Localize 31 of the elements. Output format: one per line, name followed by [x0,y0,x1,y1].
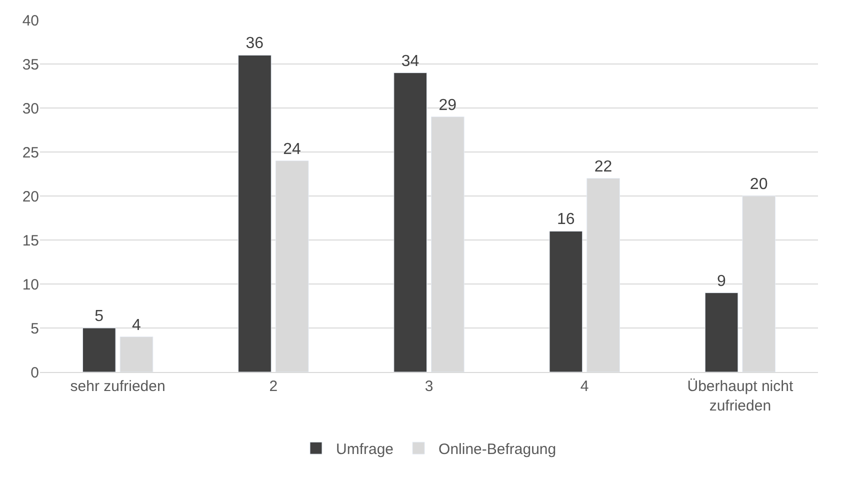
x-tick-label: sehr zufrieden [70,378,166,395]
legend-label: Umfrage [336,440,394,458]
bar [238,54,272,372]
data-label: 16 [556,211,575,228]
bar [704,292,738,372]
bar [82,328,116,372]
bar [394,72,428,372]
x-tick-label: 2 [269,378,278,395]
y-tick-label: 5 [30,320,39,338]
bar [549,230,583,372]
y-tick-label: 15 [22,232,39,250]
y-tick-label: 30 [22,100,39,118]
x-tick-label: Überhaupt nicht zufrieden [687,378,794,414]
y-tick-label: 20 [22,188,39,206]
y-tick-label: 40 [22,12,39,30]
x-tick-label: 4 [580,378,589,395]
data-label: 29 [438,96,457,114]
y-tick-label: 0 [30,364,39,382]
data-label: 34 [401,52,420,70]
data-label: 24 [283,140,302,158]
data-label: 36 [246,35,264,52]
data-label: 22 [594,158,612,176]
x-tick-label: 3 [424,378,434,395]
legend-label: Online-Befragung [438,440,556,458]
y-tick-label: 25 [22,144,39,162]
y-tick-label: 35 [22,56,39,74]
y-tick-label: 10 [22,276,39,294]
data-label: 9 [717,272,726,290]
data-label: 5 [94,308,104,325]
data-label: 20 [750,176,768,193]
data-label: 4 [132,316,141,334]
